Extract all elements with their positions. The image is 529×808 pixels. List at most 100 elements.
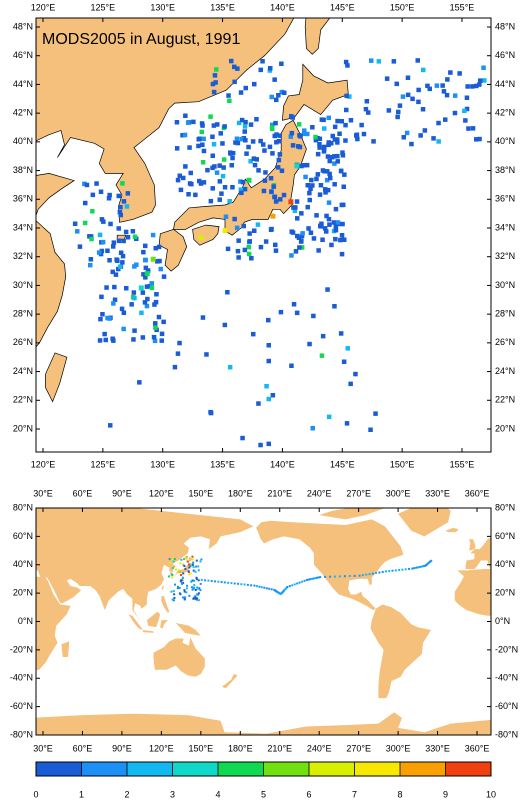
observation-cell <box>255 222 261 227</box>
observation-cell <box>152 302 157 307</box>
lon-label: 150°E <box>390 459 415 469</box>
observation-cell <box>238 179 243 184</box>
land <box>161 596 170 613</box>
observation-cell <box>217 179 223 184</box>
observation-cell <box>343 138 348 143</box>
lon-label: 150°E <box>189 488 214 498</box>
observation-cell <box>344 93 349 99</box>
observation-cell <box>137 380 142 385</box>
observation-cell <box>197 593 200 596</box>
observation-cell <box>478 78 483 83</box>
observation-cell <box>318 183 324 188</box>
observation-cell <box>121 326 126 332</box>
observation-cell <box>140 290 146 295</box>
observation-cell <box>125 235 131 240</box>
observation-cell <box>235 248 241 254</box>
observation-cell <box>234 136 240 141</box>
observation-cell <box>250 584 253 587</box>
observation-cell <box>470 126 476 131</box>
observation-cell <box>159 331 165 337</box>
observation-cell <box>225 290 230 295</box>
observation-cell <box>90 192 96 198</box>
observation-cell <box>263 170 268 175</box>
observation-cell <box>132 295 137 301</box>
observation-cell <box>239 136 244 142</box>
land <box>370 604 431 699</box>
observation-cell <box>324 177 330 183</box>
observation-cell <box>174 583 176 586</box>
observation-cell <box>173 593 176 596</box>
observation-cell <box>238 90 244 95</box>
observation-cell <box>241 223 246 229</box>
observation-cell <box>149 281 154 286</box>
observation-cell <box>333 227 339 233</box>
observation-cell <box>196 137 201 142</box>
observation-cell <box>254 117 259 122</box>
observation-cell <box>315 151 321 157</box>
observation-cell <box>313 134 318 140</box>
land <box>161 585 164 591</box>
observation-cell <box>265 587 268 590</box>
observation-cell <box>408 567 410 570</box>
observation-cell <box>246 177 252 183</box>
colorbar-segment <box>218 762 264 776</box>
observation-cell <box>243 85 248 91</box>
observation-cell <box>345 346 350 351</box>
observation-cell <box>421 67 426 73</box>
observation-cell <box>152 338 158 344</box>
observation-cell <box>132 234 138 239</box>
observation-cell <box>185 120 191 125</box>
observation-cell <box>314 176 319 182</box>
observation-cell <box>155 259 160 264</box>
observation-cell <box>320 237 325 242</box>
observation-cell <box>373 411 378 416</box>
observation-cell <box>314 213 319 218</box>
observation-cell <box>269 189 274 194</box>
observation-cell <box>421 565 424 568</box>
observation-cell <box>444 92 450 98</box>
observation-cell <box>111 301 116 306</box>
observation-cell <box>84 182 90 188</box>
observation-cell <box>276 157 282 163</box>
colorbar-label: 6 <box>306 789 311 799</box>
observation-cell <box>236 255 241 260</box>
observation-cell <box>217 580 220 583</box>
observation-cell <box>188 594 191 597</box>
observation-cell <box>183 589 186 592</box>
observation-cell <box>258 138 263 144</box>
observation-cell <box>197 592 200 595</box>
lat-label: 20°N <box>13 423 33 433</box>
observation-cell <box>255 585 258 588</box>
observation-cell <box>103 337 108 343</box>
observation-cell <box>302 128 307 133</box>
observation-cell <box>151 334 157 340</box>
observation-cell <box>130 229 136 234</box>
observation-cell <box>243 138 248 143</box>
observation-cell <box>296 235 302 240</box>
observation-cell <box>273 248 279 253</box>
observation-cell <box>419 565 422 568</box>
observation-cell <box>293 205 298 210</box>
observation-cell <box>191 563 194 566</box>
observation-cell <box>340 150 345 155</box>
observation-cell <box>364 99 370 104</box>
observation-cell <box>186 192 191 197</box>
observation-cell <box>106 196 112 201</box>
observation-cell <box>118 205 123 210</box>
observation-cell <box>232 216 237 222</box>
lat-label: 40°N <box>13 559 33 569</box>
lat-label: 44°N <box>13 79 33 89</box>
lon-label: 330°E <box>425 488 450 498</box>
observation-cell <box>391 569 394 572</box>
observation-cell <box>289 229 294 234</box>
observation-cell <box>94 181 99 186</box>
observation-cell <box>325 187 331 193</box>
observation-cell <box>230 582 233 585</box>
observation-cell <box>307 341 312 347</box>
lat-label: 26°N <box>13 337 33 347</box>
colorbar-segment <box>127 762 173 776</box>
observation-cell <box>307 578 310 581</box>
observation-cell <box>260 586 263 589</box>
observation-cell <box>225 246 231 252</box>
